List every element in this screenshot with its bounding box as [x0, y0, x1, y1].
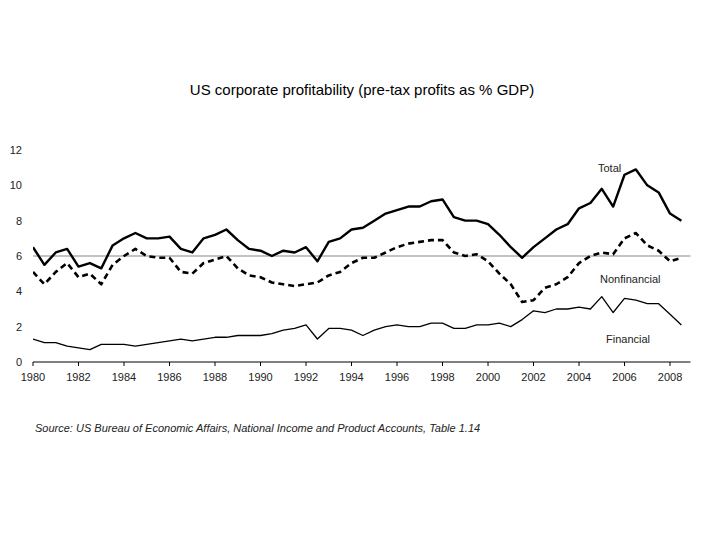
- y-tick-label: 0: [16, 356, 22, 368]
- x-tick: [624, 362, 625, 366]
- x-tick-label: 1984: [112, 371, 136, 383]
- x-tick: [169, 362, 170, 366]
- y-tick-label: 10: [10, 179, 22, 191]
- series-line: [33, 169, 681, 268]
- series-label: Total: [598, 162, 621, 174]
- series-label: Nonfinancial: [600, 273, 661, 285]
- plot-area: [33, 169, 681, 349]
- chart: US corporate profitability (pre-tax prof…: [0, 0, 720, 540]
- x-tick: [215, 362, 216, 366]
- x-tick: [442, 362, 443, 366]
- series-label: Financial: [606, 333, 650, 345]
- y-tick-label: 4: [16, 285, 22, 297]
- y-tick-label: 12: [10, 144, 22, 156]
- y-tick-label: 8: [16, 215, 22, 227]
- reference-line: [33, 255, 691, 256]
- x-tick-label: 2000: [476, 371, 500, 383]
- x-tick-label: 2008: [658, 371, 682, 383]
- x-tick-label: 1980: [21, 371, 45, 383]
- source: Source: US Bureau of Economic Affairs, N…: [35, 422, 480, 434]
- x-tick: [78, 362, 79, 366]
- x-tick-label: 1986: [157, 371, 181, 383]
- x-tick-label: 1990: [248, 371, 272, 383]
- series-line: [33, 297, 681, 350]
- y-tick-label: 6: [16, 250, 22, 262]
- x-tick: [260, 362, 261, 366]
- x-tick: [533, 362, 534, 366]
- x-tick: [488, 362, 489, 366]
- y-tick-label: 2: [16, 321, 22, 333]
- x-tick-label: 1994: [339, 371, 363, 383]
- x-tick: [306, 362, 307, 366]
- x-tick: [124, 362, 125, 366]
- x-tick: [33, 362, 34, 366]
- x-tick: [670, 362, 671, 366]
- series-line: [33, 233, 681, 302]
- x-tick-label: 1998: [430, 371, 454, 383]
- x-tick: [351, 362, 352, 366]
- x-tick-label: 1996: [385, 371, 409, 383]
- x-tick-label: 1992: [294, 371, 318, 383]
- x-tick-label: 2002: [521, 371, 545, 383]
- x-tick-label: 2004: [567, 371, 591, 383]
- x-tick-label: 2006: [612, 371, 636, 383]
- x-tick: [579, 362, 580, 366]
- x-tick-label: 1988: [203, 371, 227, 383]
- x-tick: [397, 362, 398, 366]
- title: US corporate profitability (pre-tax prof…: [190, 81, 534, 98]
- x-axis: [33, 362, 691, 363]
- x-tick-label: 1982: [66, 371, 90, 383]
